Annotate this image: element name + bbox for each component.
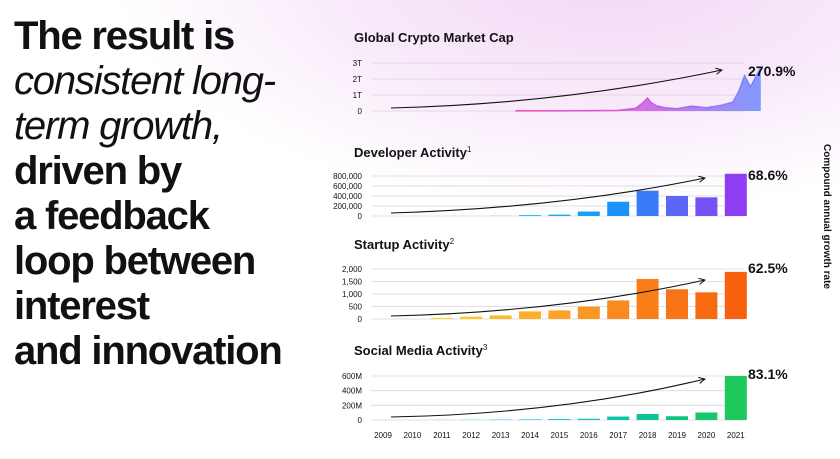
y-tick-label: 1,000 xyxy=(342,290,363,299)
bar xyxy=(607,300,630,319)
chart-panel: Social Media Activity3 600M 400M 200M 0 83.1% xyxy=(342,343,788,425)
compound-growth-axis-label: Compound annual growth rate xyxy=(821,144,832,289)
y-tick-label: 3T xyxy=(353,59,362,68)
bar xyxy=(519,419,541,420)
bar xyxy=(724,173,747,216)
bar xyxy=(724,376,747,420)
growth-rate-label: 62.5% xyxy=(748,260,788,276)
y-tick-label: 200,000 xyxy=(333,202,362,211)
x-tick-label: 2010 xyxy=(404,431,422,440)
bar xyxy=(430,317,453,319)
growth-rate-label: 68.6% xyxy=(748,167,788,183)
bar xyxy=(548,419,571,420)
y-tick-label: 600,000 xyxy=(333,182,362,191)
headline: The result is consistent long- term grow… xyxy=(14,14,344,374)
chart-title: Startup Activity2 xyxy=(354,237,455,252)
footnote-marker: 1 xyxy=(467,145,472,154)
bar xyxy=(607,416,630,420)
bar xyxy=(695,412,718,420)
headline-line: a feedback xyxy=(14,194,210,238)
y-tick-label: 1T xyxy=(353,91,362,100)
bar xyxy=(489,315,512,319)
x-tick-label: 2017 xyxy=(609,431,627,440)
x-tick-label: 2012 xyxy=(462,431,480,440)
x-tick-label: 2016 xyxy=(580,431,598,440)
chart-title: Developer Activity1 xyxy=(354,145,472,160)
y-tick-label: 0 xyxy=(358,315,363,324)
bar xyxy=(577,306,600,319)
bar xyxy=(460,316,483,319)
x-tick-label: 2020 xyxy=(698,431,716,440)
growth-arrow xyxy=(390,280,705,317)
x-tick-label: 2014 xyxy=(521,431,539,440)
chart-panel: Startup Activity2 2,000 1,500 1,000 500 0 62.5… xyxy=(342,237,788,324)
chart-panel: Developer Activity1 800,000600,000400,000… xyxy=(333,145,788,221)
bar xyxy=(636,279,659,319)
headline-line: and innovation xyxy=(14,329,283,373)
growth-arrow xyxy=(390,178,705,214)
y-tick-label: 2,000 xyxy=(342,265,363,274)
growth-rate-label: 270.9% xyxy=(748,63,796,79)
y-tick-label: 800,000 xyxy=(333,172,362,181)
bar xyxy=(636,190,659,216)
growth-arrow xyxy=(390,70,722,109)
chart-title: Social Media Activity3 xyxy=(354,343,488,358)
y-tick-label: 600M xyxy=(342,372,362,381)
market-cap-line xyxy=(515,67,762,112)
market-cap-area xyxy=(515,67,761,111)
x-tick-label: 2009 xyxy=(374,431,392,440)
headline-line: loop between xyxy=(14,239,256,283)
x-tick-label: 2015 xyxy=(551,431,569,440)
bar xyxy=(666,196,688,216)
bar xyxy=(666,416,688,420)
bar xyxy=(666,289,688,319)
y-tick-label: 2T xyxy=(353,75,362,84)
x-tick-label: 2011 xyxy=(433,431,451,440)
bar xyxy=(519,215,541,216)
x-tick-label: 2018 xyxy=(639,431,657,440)
footnote-marker: 3 xyxy=(483,343,488,352)
bar xyxy=(607,201,630,216)
bar xyxy=(695,292,718,319)
bar xyxy=(519,311,541,319)
chart-panel: Global Crypto Market Cap 3T 2T 1T 0 270.9% xyxy=(353,30,796,116)
x-tick-label: 2021 xyxy=(727,431,745,440)
y-tick-label: 1,500 xyxy=(342,278,363,287)
y-tick-label: 500 xyxy=(349,303,363,312)
headline-line: consistent long- xyxy=(14,59,276,103)
chart-title: Global Crypto Market Cap xyxy=(354,30,514,45)
growth-rate-label: 83.1% xyxy=(748,366,788,382)
growth-arrow xyxy=(390,379,705,418)
x-axis-years: 2009 2010 2011 2012 2013 2014 2015 2016 2017 2018… xyxy=(374,431,745,440)
headline-line: term growth, xyxy=(14,104,223,148)
y-tick-label: 400M xyxy=(342,387,362,396)
bar xyxy=(695,197,718,216)
bar xyxy=(636,414,659,420)
headline-line: The result is xyxy=(14,14,235,58)
y-tick-label: 0 xyxy=(358,416,363,425)
headline-line: interest xyxy=(14,284,150,328)
footnote-marker: 2 xyxy=(450,237,455,246)
x-tick-label: 2019 xyxy=(668,431,686,440)
bar xyxy=(724,271,747,319)
y-tick-label: 400,000 xyxy=(333,192,362,201)
bar xyxy=(548,214,571,216)
y-tick-label: 200M xyxy=(342,401,362,410)
x-tick-label: 2013 xyxy=(492,431,510,440)
headline-line: driven by xyxy=(14,149,182,193)
bar xyxy=(577,418,600,420)
y-tick-label: 0 xyxy=(358,107,363,116)
bar xyxy=(548,310,571,319)
y-tick-label: 0 xyxy=(358,212,363,221)
bar xyxy=(577,211,600,216)
